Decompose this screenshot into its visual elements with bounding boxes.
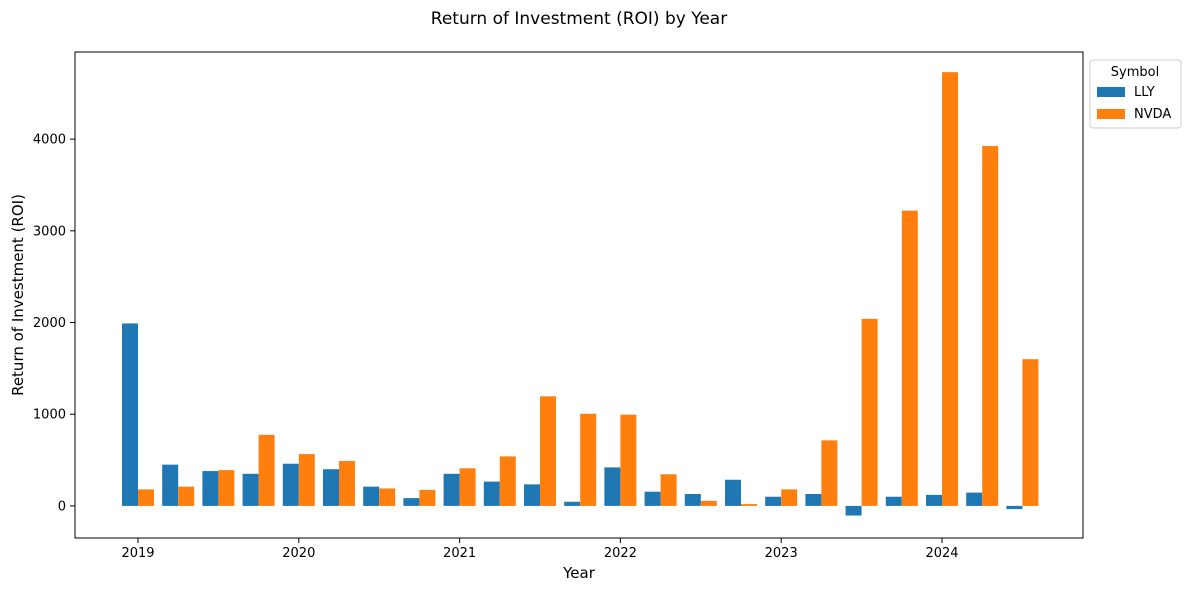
- x-axis-label: Year: [562, 564, 596, 582]
- x-tick-label: 2019: [121, 546, 154, 561]
- legend-label-nvda: NVDA: [1134, 107, 1171, 122]
- bar-lly-2: [202, 471, 219, 506]
- y-axis-label: Return of Investment (ROI): [9, 194, 27, 396]
- bar-nvda-7: [419, 489, 436, 506]
- bar-lly-8: [443, 473, 460, 506]
- bar-nvda-17: [821, 440, 838, 506]
- bar-nvda-15: [741, 504, 757, 506]
- bar-lly-10: [524, 484, 540, 506]
- x-axis: 2019 2020 2021 2022 2023 2024: [121, 538, 959, 561]
- bar-nvda-2: [218, 470, 235, 506]
- bar-nvda-10: [540, 396, 556, 506]
- bar-nvda-12: [620, 414, 637, 506]
- bar-nvda-9: [499, 456, 516, 506]
- bar-nvda-1: [178, 486, 195, 506]
- bar-lly-12: [604, 467, 621, 506]
- chart-title: Return of Investment (ROI) by Year: [431, 9, 727, 29]
- legend-label-lly: LLY: [1134, 85, 1155, 100]
- bar-nvda-18: [861, 318, 878, 506]
- y-tick-label: 2000: [33, 316, 66, 331]
- plot-frame: [74, 51, 1084, 539]
- y-tick-label: 3000: [33, 224, 66, 239]
- bar-lly-0: [122, 323, 138, 506]
- legend-swatch-nvda: [1097, 109, 1125, 119]
- y-tick-label: 4000: [33, 133, 66, 148]
- bar-nvda-13: [660, 474, 677, 506]
- legend-swatch-lly: [1097, 87, 1125, 97]
- x-tick-label: 2020: [282, 546, 315, 561]
- bar-lly-7: [403, 498, 420, 506]
- bar-lly-19: [885, 496, 902, 506]
- bar-nvda-11: [580, 413, 597, 506]
- y-tick-label: 1000: [33, 408, 66, 423]
- bar-nvda-6: [379, 488, 396, 506]
- bar-lly-3: [242, 473, 259, 506]
- bar-nvda-4: [298, 454, 315, 506]
- bar-lly-17: [805, 493, 822, 506]
- bar-nvda-20: [942, 72, 958, 506]
- bar-nvda-5: [339, 460, 355, 506]
- bar-lly-21: [966, 492, 983, 506]
- bar-lly-18: [845, 505, 862, 516]
- bar-nvda-19: [901, 210, 918, 506]
- bar-lly-1: [162, 464, 179, 506]
- bar-lly-11: [564, 501, 581, 506]
- bar-nvda-22: [1022, 359, 1039, 506]
- x-tick-label: 2023: [765, 546, 798, 561]
- bar-lly-4: [282, 463, 299, 506]
- bar-lly-22: [1006, 505, 1023, 510]
- bar-nvda-3: [258, 434, 275, 506]
- bar-lly-14: [684, 493, 701, 506]
- x-tick-label: 2024: [925, 546, 958, 561]
- y-axis: 0 1000 2000 3000 4000: [33, 133, 75, 514]
- x-tick-label: 2022: [604, 546, 637, 561]
- legend-title: Symbol: [1111, 65, 1159, 80]
- bar-lly-16: [765, 496, 782, 506]
- bar-lly-15: [725, 479, 741, 506]
- bar-lly-6: [363, 486, 380, 506]
- bar-nvda-16: [781, 489, 798, 506]
- bar-nvda-0: [138, 489, 154, 506]
- bar-nvda-8: [459, 468, 476, 506]
- y-tick-label: 0: [58, 499, 66, 514]
- bar-lly-20: [926, 494, 942, 506]
- x-tick-label: 2021: [443, 546, 476, 561]
- bar-lly-5: [323, 469, 339, 506]
- bars-layer: [122, 72, 1039, 516]
- bar-lly-13: [644, 491, 661, 506]
- bar-nvda-14: [700, 500, 717, 506]
- legend: Symbol LLY NVDA: [1089, 59, 1182, 129]
- bar-lly-9: [483, 481, 500, 506]
- bar-nvda-21: [982, 145, 999, 506]
